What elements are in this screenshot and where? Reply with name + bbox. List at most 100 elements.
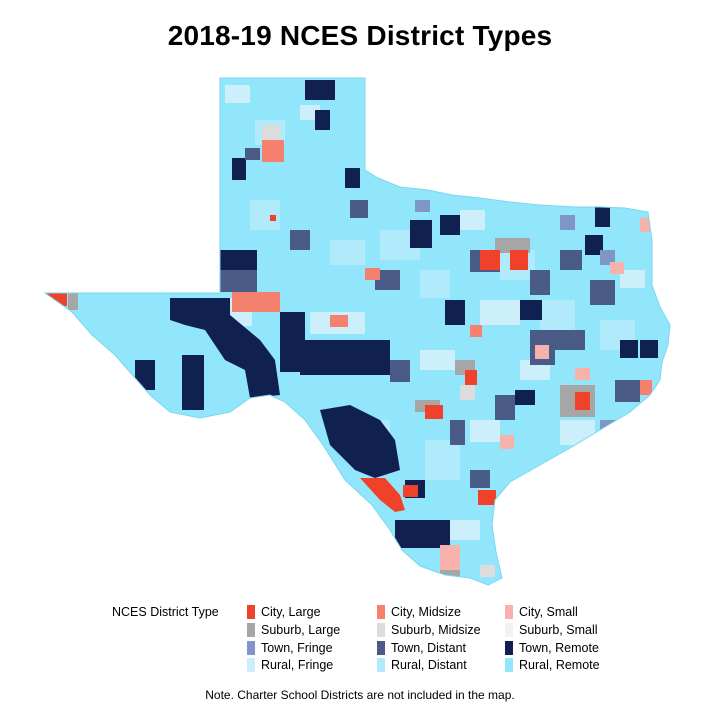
district-town-remote xyxy=(595,205,610,227)
district-town-distant xyxy=(470,470,490,488)
legend-title: NCES District Type xyxy=(112,605,219,619)
district-town-distant xyxy=(615,380,640,402)
district-rural-fringe xyxy=(620,270,645,288)
district-town-remote xyxy=(585,235,603,255)
map-note: Note. Charter School Districts are not i… xyxy=(205,688,515,702)
district-city-small xyxy=(610,262,624,274)
district-town-distant xyxy=(375,270,400,290)
legend-swatch xyxy=(505,658,513,672)
district-city-large xyxy=(510,250,528,270)
district-town-remote xyxy=(232,158,246,180)
district-rural-distant xyxy=(330,240,365,265)
district-town-remote xyxy=(515,390,535,405)
legend-swatch xyxy=(247,658,255,672)
district-town-fringe xyxy=(600,250,615,265)
district-town-remote xyxy=(217,250,257,270)
district-town-distant xyxy=(290,230,310,250)
legend-label: City, Large xyxy=(261,605,321,619)
district-city-large xyxy=(270,215,276,221)
district-city-small xyxy=(500,435,514,449)
district-suburb-midsize xyxy=(262,125,280,140)
district-rural-fringe xyxy=(480,300,520,325)
legend-swatch xyxy=(247,641,255,655)
district-town-distant xyxy=(590,280,615,305)
district-town-remote xyxy=(640,340,658,358)
district-city-midsize xyxy=(640,380,652,395)
district-town-remote xyxy=(320,405,400,478)
district-suburb-large xyxy=(440,570,460,580)
district-city-midsize xyxy=(365,268,380,280)
legend-label: Suburb, Midsize xyxy=(391,623,481,637)
legend-label: Town, Fringe xyxy=(261,641,333,655)
district-city-small xyxy=(535,345,549,359)
district-city-small xyxy=(440,545,460,570)
district-rural-fringe xyxy=(460,210,485,230)
district-rural-fringe xyxy=(470,420,500,442)
district-polygons xyxy=(45,80,658,580)
legend-swatch xyxy=(247,623,255,637)
district-town-remote xyxy=(345,168,360,188)
legend-swatch xyxy=(247,605,255,619)
district-town-distant xyxy=(495,395,515,420)
district-rural-fringe xyxy=(560,420,595,445)
legend-label: Rural, Fringe xyxy=(261,658,334,672)
district-town-remote xyxy=(300,340,390,375)
map-title: 2018-19 NCES District Types xyxy=(167,20,553,51)
texas-district-map xyxy=(44,77,671,586)
district-town-fringe xyxy=(560,215,575,230)
legend-swatch xyxy=(505,623,513,637)
district-city-large xyxy=(575,392,590,410)
district-town-remote xyxy=(445,300,465,325)
district-suburb-midsize xyxy=(480,565,495,577)
legend-label: Rural, Distant xyxy=(391,658,467,672)
district-rural-fringe xyxy=(225,85,250,103)
district-town-remote xyxy=(495,505,507,527)
district-suburb-large xyxy=(495,238,530,253)
legend-label: Rural, Remote xyxy=(519,658,600,672)
legend-swatch xyxy=(505,605,513,619)
district-town-remote xyxy=(170,298,280,398)
district-city-midsize xyxy=(470,325,482,337)
district-suburb-large xyxy=(68,293,78,310)
district-rural-fringe xyxy=(420,350,455,370)
district-town-distant xyxy=(350,200,368,218)
legend-label: City, Small xyxy=(519,605,578,619)
legend-swatch xyxy=(377,641,385,655)
legend-swatch xyxy=(377,605,385,619)
district-city-midsize xyxy=(232,292,280,312)
district-town-distant xyxy=(560,250,582,270)
district-city-large xyxy=(425,405,443,419)
district-town-remote xyxy=(520,300,542,320)
district-town-remote xyxy=(620,340,638,358)
district-rural-distant xyxy=(425,440,460,480)
legend-swatch xyxy=(377,623,385,637)
district-town-remote xyxy=(135,360,155,390)
district-town-distant xyxy=(390,360,410,382)
district-city-midsize xyxy=(330,315,348,327)
legend-label: City, Midsize xyxy=(391,605,461,619)
district-town-distant xyxy=(530,270,550,295)
district-rural-distant xyxy=(540,300,575,330)
district-suburb-midsize xyxy=(460,385,475,400)
district-town-distant xyxy=(450,420,465,445)
legend-label: Suburb, Large xyxy=(261,623,341,637)
district-town-remote xyxy=(410,220,432,248)
texas-map-svg xyxy=(44,77,671,586)
legend-label: Town, Remote xyxy=(519,641,599,655)
district-city-large xyxy=(360,478,405,512)
legend-swatch xyxy=(505,641,513,655)
district-town-distant xyxy=(217,270,257,292)
legend-label: Town, Distant xyxy=(391,641,467,655)
district-city-large xyxy=(465,370,477,385)
legend-swatch xyxy=(377,658,385,672)
district-town-distant xyxy=(555,330,585,350)
district-city-large xyxy=(403,485,418,497)
district-town-fringe xyxy=(415,200,430,212)
district-city-large xyxy=(478,490,496,505)
district-city-small xyxy=(640,218,650,232)
district-city-small xyxy=(575,368,590,380)
district-city-large xyxy=(480,250,500,270)
district-town-remote xyxy=(182,355,204,410)
district-rural-distant xyxy=(420,270,450,298)
district-town-fringe xyxy=(600,420,618,435)
